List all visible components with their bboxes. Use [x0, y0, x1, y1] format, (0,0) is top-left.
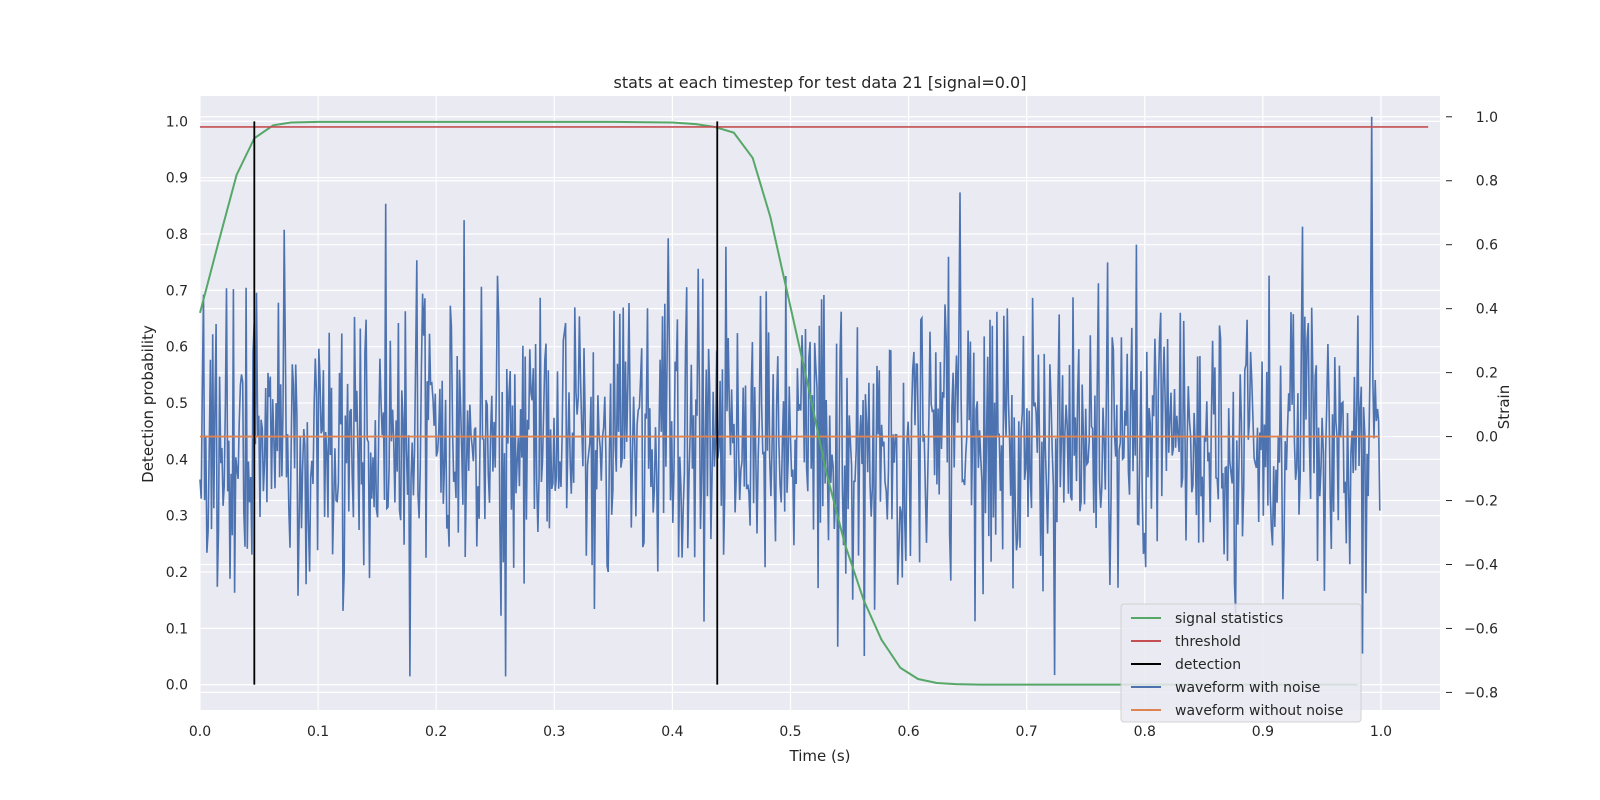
y-left-tick-label: 0.7 — [166, 283, 188, 299]
x-tick-label: 0.3 — [543, 724, 565, 740]
y-left-tick-label: 0.3 — [166, 509, 188, 525]
y-right-tick-label: 0.8 — [1476, 174, 1498, 190]
y-right-tick-label: −0.2 — [1464, 494, 1498, 510]
y-right-tick-label: 0.6 — [1476, 238, 1498, 254]
signal-statistics-line — [199, 120, 1358, 686]
series-layer — [199, 116, 1429, 686]
y-left-tick-label: 0.6 — [166, 340, 188, 356]
y-right-tick-label: 0.2 — [1476, 366, 1498, 382]
x-axis-label: Time (s) — [789, 747, 851, 765]
y-left-tick-label: 0.0 — [166, 678, 188, 694]
right-y-axis-label: Strain — [1495, 385, 1513, 429]
y-left-tick-label: 0.5 — [166, 396, 188, 412]
x-tick-label: 0.8 — [1134, 724, 1156, 740]
y-left-tick-label: 0.4 — [166, 452, 188, 468]
y-right-tick-label: −0.6 — [1464, 621, 1498, 637]
y-right-tick-label: 1.0 — [1476, 110, 1498, 126]
right-y-axis-ticks: −0.8 −0.6 −0.4 −0.2 0.0 0.2 0.4 0.6 0.8 1.0 — [1446, 110, 1498, 701]
legend-label: signal statistics — [1175, 611, 1283, 627]
y-left-tick-label: 0.9 — [166, 171, 188, 187]
chart-title: stats at each timestep for test data 21 … — [614, 73, 1027, 92]
legend-label: threshold — [1175, 634, 1241, 650]
legend-box — [1120, 603, 1362, 723]
y-right-tick-label: −0.8 — [1464, 685, 1498, 701]
legend-label: detection — [1175, 657, 1241, 673]
x-tick-label: 0.6 — [897, 724, 919, 740]
legend: signal statistics threshold detection wavef… — [1120, 603, 1362, 723]
left-y-axis-ticks: 0.0 0.1 0.2 0.3 0.4 0.5 0.6 0.7 0.8 0.9 1.0 — [166, 114, 188, 693]
y-left-tick-label: 0.2 — [166, 565, 188, 581]
y-right-tick-label: 0.0 — [1476, 430, 1498, 446]
y-left-tick-label: 1.0 — [166, 114, 188, 130]
x-tick-label: 1.0 — [1370, 724, 1392, 740]
x-tick-label: 0.2 — [425, 724, 447, 740]
waveform-with-noise-line — [199, 116, 1381, 677]
x-tick-label: 0.4 — [661, 724, 683, 740]
y-right-tick-label: −0.4 — [1464, 557, 1498, 573]
legend-label: waveform without noise — [1175, 703, 1343, 719]
x-tick-label: 0.5 — [779, 724, 801, 740]
left-y-axis-label: Detection probability — [139, 325, 157, 483]
y-left-tick-label: 0.1 — [166, 621, 188, 637]
x-tick-label: 0.9 — [1252, 724, 1274, 740]
legend-label: waveform with noise — [1175, 680, 1320, 696]
y-right-tick-label: 0.4 — [1476, 302, 1498, 318]
x-axis-ticks: 0.0 0.1 0.2 0.3 0.4 0.5 0.6 0.7 0.8 0.9 1.0 — [189, 724, 1392, 740]
x-tick-label: 0.0 — [189, 724, 211, 740]
x-tick-label: 0.7 — [1016, 724, 1038, 740]
y-left-tick-label: 0.8 — [166, 227, 188, 243]
x-tick-label: 0.1 — [307, 724, 329, 740]
